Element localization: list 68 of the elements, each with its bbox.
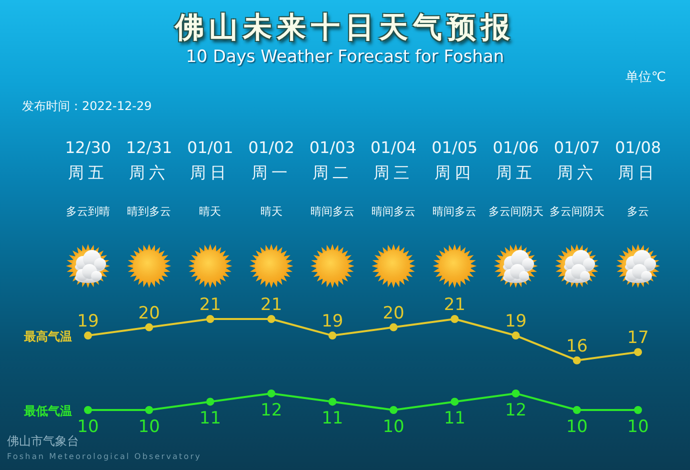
point [450, 315, 459, 323]
point [390, 323, 398, 332]
point [145, 406, 154, 414]
point [572, 406, 581, 414]
data-label: 20 [138, 303, 160, 324]
data-label: 10 [566, 417, 588, 437]
point [267, 315, 276, 323]
data-label: 10 [138, 417, 160, 437]
data-label: 12 [260, 400, 282, 420]
data-label: 19 [77, 312, 99, 332]
text: 晴间多云 [309, 204, 356, 219]
point [267, 389, 276, 398]
point [512, 389, 520, 398]
data-label: 20 [382, 303, 404, 324]
data-label: 12 [504, 400, 527, 420]
data-label: 19 [322, 312, 344, 332]
data-label: 11 [199, 408, 222, 429]
text: 晴间多云 [432, 205, 477, 218]
text: 晴天 [198, 204, 222, 219]
data-label: 10 [627, 417, 649, 437]
point [206, 398, 214, 406]
point [572, 356, 581, 364]
text: 多云到晴 [65, 204, 111, 219]
text: 佛山市气象台 [7, 433, 79, 450]
point [634, 406, 642, 414]
point [328, 398, 336, 406]
point [390, 406, 398, 414]
x-tick-label: 01/02 周一 [247, 138, 296, 182]
data-label: 11 [322, 408, 344, 429]
text: 晴天 [259, 204, 284, 219]
text: 单位℃ [625, 69, 666, 86]
text: 多云间阴天 [549, 205, 604, 218]
chart-subtitle: 10 Days Weather Forecast for Foshan [184, 47, 506, 67]
x-tick-label: 01/03 周二 [308, 138, 356, 182]
text: 发布时间：2022-12-29 [22, 98, 152, 115]
data-label: 21 [444, 295, 466, 315]
point [84, 406, 92, 414]
data-label: 10 [382, 417, 404, 437]
series-label: 最低气温 [23, 404, 72, 418]
x-tick-label: 01/04 周三 [369, 138, 418, 182]
text: 多云 [627, 205, 649, 218]
text: 多云间阴天 [488, 205, 544, 218]
x-tick-label: 12/31 周六 [125, 138, 174, 182]
data-label: 16 [566, 336, 588, 356]
point [450, 398, 459, 406]
point [206, 315, 214, 323]
x-tick-label: 01/06 周五 [492, 138, 540, 182]
data-label: 10 [77, 417, 99, 437]
point [145, 323, 154, 332]
point [84, 332, 92, 340]
data-label: 11 [444, 408, 466, 429]
x-tick-label: 01/08 周日 [614, 138, 662, 182]
point [634, 348, 642, 356]
data-label: 17 [627, 328, 649, 348]
text: 晴间多云 [370, 204, 417, 219]
x-tick-label: 12/30 周五 [64, 138, 112, 182]
chart-title: 佛山未来十日天气预报 [173, 9, 516, 46]
x-tick-label: 01/05 周四 [430, 138, 479, 182]
text: 晴到多云 [126, 204, 172, 219]
series-label: 最高气温 [23, 330, 72, 344]
data-label: 19 [504, 312, 527, 332]
point [512, 332, 520, 340]
point [328, 332, 336, 340]
x-tick-label: 01/01 周日 [186, 138, 234, 182]
x-tick-label: 01/07 周六 [552, 138, 601, 182]
data-label: 21 [199, 295, 222, 315]
text: Foshan Meteorological Observatory [7, 452, 202, 461]
data-label: 21 [260, 295, 282, 315]
